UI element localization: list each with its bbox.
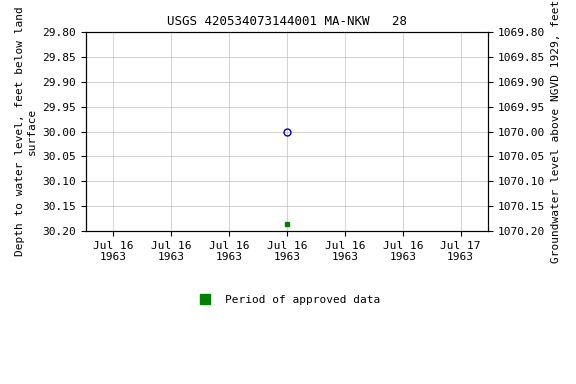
Title: USGS 420534073144001 MA-NKW   28: USGS 420534073144001 MA-NKW 28 bbox=[167, 15, 407, 28]
Y-axis label: Depth to water level, feet below land
surface: Depth to water level, feet below land su… bbox=[15, 7, 37, 257]
Legend: Period of approved data: Period of approved data bbox=[190, 290, 385, 309]
Y-axis label: Groundwater level above NGVD 1929, feet: Groundwater level above NGVD 1929, feet bbox=[551, 0, 561, 263]
